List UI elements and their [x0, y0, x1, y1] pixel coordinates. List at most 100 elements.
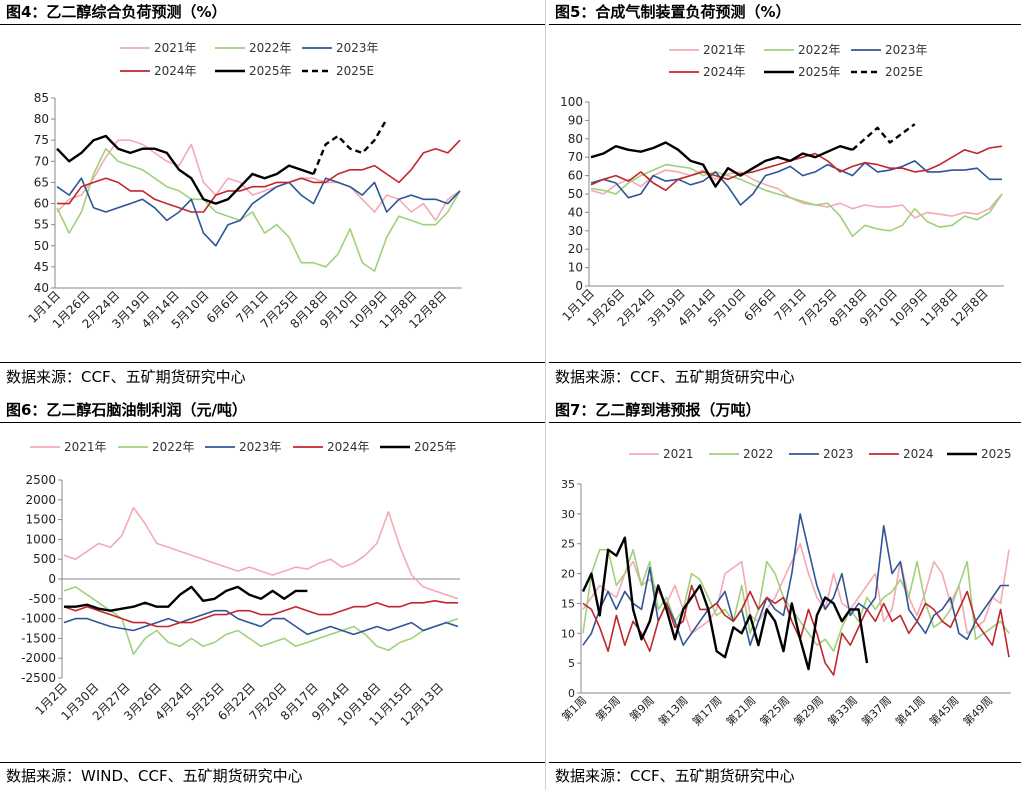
legend-label: 2024年 [327, 440, 370, 454]
legend-entry: 2025年 [215, 64, 292, 78]
legend-label: 2021年 [154, 41, 197, 55]
y-tick-label: 1500 [25, 513, 56, 527]
legend-label: 2023年 [885, 43, 928, 57]
y-tick-label: 80 [34, 112, 49, 126]
legend-label: 2025 [981, 447, 1012, 461]
legend-label: 2023年 [239, 440, 282, 454]
legend-entry: 2024 [869, 447, 934, 461]
y-tick-label: 15 [561, 597, 575, 610]
series-line-2022 [56, 147, 461, 272]
y-tick-label: -1500 [21, 631, 56, 645]
source-rule [0, 762, 545, 763]
y-tick-label: -500 [29, 592, 56, 606]
line-chart-eg-load: 404550556065707580851月1日1月26日2月24日3月19日4… [25, 41, 462, 331]
title-rule [549, 24, 1021, 25]
column-separator [545, 0, 546, 790]
y-tick-label: 40 [568, 205, 583, 219]
line-chart-eg-arrivals: 05101520253035第1周 第5周 第9周 第13周 第17周 第21周 第25周第… [559, 447, 1012, 729]
series-line-2025E [851, 123, 916, 151]
line-chart-syngas-load: 01020304050607080901001月1日1月26日2月24日3月19… [559, 43, 1004, 329]
legend-label: 2025E [885, 65, 923, 79]
legend-entry: 2022年 [215, 41, 292, 55]
legend-entry: 2022年 [118, 440, 195, 454]
x-tick-label: 第29周 [791, 693, 826, 728]
y-tick-label: 25 [561, 538, 575, 551]
y-tick-label: 45 [34, 260, 49, 274]
series-line-2023 [56, 177, 461, 247]
legend-entry: 2025E [851, 65, 923, 79]
source-note: 数据来源：CCF、五矿期货研究中心 [555, 767, 795, 785]
legend-label: 2024 [903, 447, 934, 461]
y-tick-label: 60 [34, 197, 49, 211]
y-tick-label: -1000 [21, 612, 56, 626]
series-line-2021 [590, 169, 1003, 219]
legend-label: 2025年 [414, 440, 457, 454]
source-rule [549, 762, 1021, 763]
y-tick-label: 50 [34, 239, 49, 253]
legend-label: 2025年 [798, 65, 841, 79]
legend-label: 2025年 [249, 64, 292, 78]
y-tick-label: 40 [34, 281, 49, 295]
legend-label: 2023 [823, 447, 854, 461]
series-line-2022 [590, 163, 1003, 238]
series-line-2024 [57, 139, 461, 213]
y-tick-label: 0 [48, 572, 56, 586]
legend-label: 2022年 [249, 41, 292, 55]
legend-label: 2021 [663, 447, 694, 461]
legend-entry: 2022年 [764, 43, 841, 57]
legend-label: 2021年 [64, 440, 107, 454]
source-rule [0, 362, 545, 363]
series-line-2024 [63, 600, 458, 628]
legend-label: 2022年 [152, 440, 195, 454]
y-tick-label: 10 [568, 261, 583, 275]
legend-label: 2024年 [154, 64, 197, 78]
chart-panel-eg-load: 图4：乙二醇综合负荷预测（%） 40 45 50 55 60 65 70 75 80 85 1月1日… [0, 0, 545, 395]
x-tick-label: 第21周 [723, 693, 758, 728]
x-tick-label: 第5周 [593, 693, 623, 723]
y-tick-label: 55 [34, 218, 49, 232]
x-tick-label: 第13周 [655, 693, 690, 728]
title-rule [549, 422, 1021, 423]
legend-entry: 2025E [302, 64, 374, 78]
chart-title: 图5：合成气制装置负荷预测（%） [555, 3, 791, 21]
line-chart-naphtha-profit: -2500 -2000 -1500 -1000 -500 0 500 1000 1500 2000… [21, 440, 460, 729]
y-tick-label: 10 [561, 627, 575, 640]
legend-entry: 2023年 [851, 43, 928, 57]
y-tick-label: 90 [568, 113, 583, 127]
series-line-2021 [63, 506, 459, 600]
chart-title: 图4：乙二醇综合负荷预测（%） [6, 3, 227, 21]
y-tick-label: 0 [568, 687, 575, 700]
y-tick-label: 70 [34, 154, 49, 168]
legend-entry: 2024年 [293, 440, 370, 454]
legend-entry: 2025年 [764, 65, 841, 79]
y-tick-label: -2500 [21, 671, 56, 685]
y-tick-label: -2000 [21, 651, 56, 665]
y-tick-label: 30 [568, 224, 583, 238]
legend-entry: 2022 [709, 447, 774, 461]
legend-label: 2022年 [798, 43, 841, 57]
x-tick-label: 第45周 [926, 693, 961, 728]
legend-label: 2025E [336, 64, 374, 78]
y-tick-label: 60 [568, 169, 583, 183]
x-tick-label: 第17周 [689, 693, 724, 728]
chart-title: 图7：乙二醇到港预报（万吨） [555, 401, 761, 419]
legend-entry: 2025 [947, 447, 1012, 461]
chart-panel-eg-arrivals: 图7：乙二醇到港预报（万吨） 0 5 10 15 20 25 30 35 第1周 第5周 第9周 第1… [549, 398, 1021, 790]
legend-entry: 2021年 [669, 43, 746, 57]
legend-entry: 2024年 [120, 64, 197, 78]
x-tick-label: 6月6日 [741, 286, 779, 324]
y-tick-label: 0 [575, 279, 583, 293]
series-line-2025 [581, 536, 869, 671]
legend-entry: 2023 [789, 447, 854, 461]
legend-label: 2024年 [703, 65, 746, 79]
y-tick-label: 80 [568, 132, 583, 146]
chart-title: 图6：乙二醇石脑油制利润（元/吨） [6, 401, 247, 419]
y-tick-label: 65 [34, 175, 49, 189]
y-tick-label: 85 [34, 91, 49, 105]
y-tick-label: 2500 [25, 473, 56, 487]
source-note: 数据来源：WIND、CCF、五矿期货研究中心 [6, 767, 303, 785]
legend-label: 2021年 [703, 43, 746, 57]
x-tick-label: 第49周 [960, 693, 995, 728]
legend-entry: 2021 [629, 447, 694, 461]
series-line-2023 [63, 609, 459, 636]
